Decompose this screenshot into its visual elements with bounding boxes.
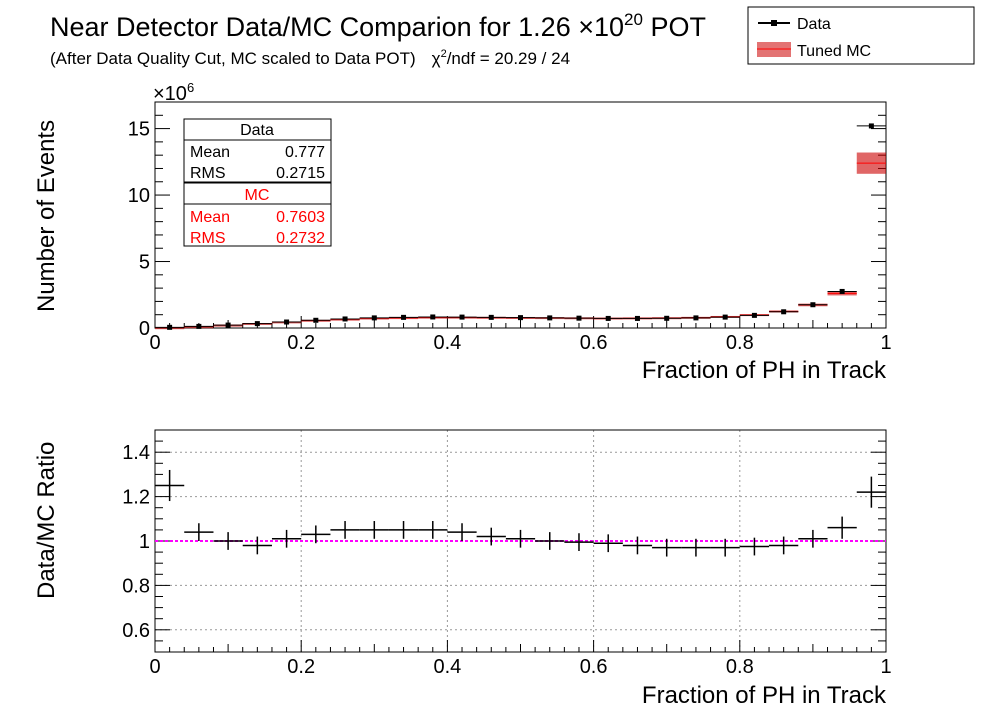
stats-data-title: Data	[240, 122, 274, 139]
bottom-x-tick-label: 0.4	[433, 656, 461, 678]
data-point	[634, 315, 640, 321]
data-point	[868, 123, 874, 129]
bottom-x-tick-label: 0.6	[580, 656, 608, 678]
stats-data-mean-label: Mean	[190, 144, 230, 161]
bottom-y-tick-label: 1	[139, 531, 150, 553]
data-point	[313, 317, 319, 323]
data-point	[576, 315, 582, 321]
data-point	[839, 288, 845, 294]
bottom-y-tick-label: 0.6	[122, 620, 150, 642]
top-data-series	[155, 123, 886, 330]
top-x-tick-label: 0.4	[433, 332, 461, 354]
data-point	[722, 314, 728, 320]
legend: Data Tuned MC	[747, 6, 975, 65]
stats-box-mc: MC Mean 0.7603 RMS 0.2732	[183, 182, 332, 247]
top-y-tick-label: 15	[128, 119, 150, 141]
top-y-multiplier: ×106	[153, 80, 194, 105]
top-y-tick-labels: 0 5 10 15	[128, 119, 150, 340]
data-point	[342, 316, 348, 322]
stats-data-rms-label: RMS	[190, 165, 226, 182]
top-panel: 0 0.2 0.4 0.6 0.8 1 0 5 10 15 ×106 Fraction of P…	[33, 80, 892, 384]
legend-data-label: Data	[797, 16, 831, 33]
data-point	[284, 319, 290, 325]
stats-data-mean-value: 0.777	[285, 144, 325, 161]
bottom-y-axis-label: Data/MC Ratio	[33, 442, 60, 599]
stats-mc-rms-value: 0.2732	[276, 230, 325, 247]
data-point	[196, 323, 202, 329]
top-x-tick-label: 0.6	[580, 332, 608, 354]
bottom-y-tick-label: 1.2	[122, 487, 150, 509]
stats-data-rms-value: 0.2715	[276, 165, 325, 182]
bottom-panel: 0 0.2 0.4 0.6 0.8 1 0.6 0.8 1 1.2 1.4 Fraction of…	[33, 429, 892, 709]
top-y-tick-label: 10	[128, 185, 150, 207]
stats-mc-mean-label: Mean	[190, 209, 230, 226]
bottom-y-tick-label: 0.8	[122, 575, 150, 597]
chart-subtitle: (After Data Quality Cut, MC scaled to Da…	[50, 48, 570, 68]
bottom-x-tick-label: 1	[880, 656, 891, 678]
legend-mc-label: Tuned MC	[797, 43, 871, 60]
top-x-tick-labels: 0 0.2 0.4 0.6 0.8 1	[149, 332, 891, 354]
stats-mc-mean-value: 0.7603	[276, 209, 325, 226]
data-point	[371, 315, 377, 321]
bottom-x-tick-label: 0.8	[726, 656, 754, 678]
data-point	[781, 309, 787, 315]
bottom-ratio-series	[155, 469, 886, 557]
bottom-x-tick-labels: 0 0.2 0.4 0.6 0.8 1	[149, 656, 891, 678]
bottom-axis-ticks	[154, 429, 887, 653]
data-point	[254, 321, 260, 327]
bottom-y-tick-label: 1.4	[122, 442, 150, 464]
data-point	[605, 315, 611, 321]
top-x-tick-label: 0	[149, 332, 160, 354]
top-x-tick-label: 0.8	[726, 332, 754, 354]
top-x-tick-label: 1	[880, 332, 891, 354]
bottom-y-tick-labels: 0.6 0.8 1 1.2 1.4	[122, 442, 150, 642]
stats-box-data: Data Mean 0.777 RMS 0.2715	[183, 118, 332, 183]
data-point	[664, 315, 670, 321]
chart-title: Near Detector Data/MC Comparion for 1.26…	[50, 10, 706, 42]
bottom-x-tick-label: 0.2	[287, 656, 315, 678]
data-point	[167, 324, 173, 330]
data-point	[401, 314, 407, 320]
data-point	[459, 314, 465, 320]
top-y-axis-label: Number of Events	[33, 120, 60, 312]
data-point	[693, 315, 699, 321]
stats-mc-title: MC	[245, 187, 270, 204]
top-y-tick-label: 5	[139, 252, 150, 274]
top-x-tick-label: 0.2	[287, 332, 315, 354]
data-point	[751, 312, 757, 318]
top-y-tick-label: 0	[139, 318, 150, 340]
legend-data-marker	[771, 20, 777, 26]
data-point	[810, 302, 816, 308]
data-point	[430, 314, 436, 320]
data-point	[547, 315, 553, 321]
data-point	[488, 314, 494, 320]
data-point	[518, 315, 523, 321]
bottom-x-axis-label: Fraction of PH in Track	[642, 682, 887, 709]
bottom-x-tick-label: 0	[149, 656, 160, 678]
data-point	[225, 322, 231, 328]
top-x-axis-label: Fraction of PH in Track	[642, 357, 887, 384]
stats-mc-rms-label: RMS	[190, 230, 226, 247]
